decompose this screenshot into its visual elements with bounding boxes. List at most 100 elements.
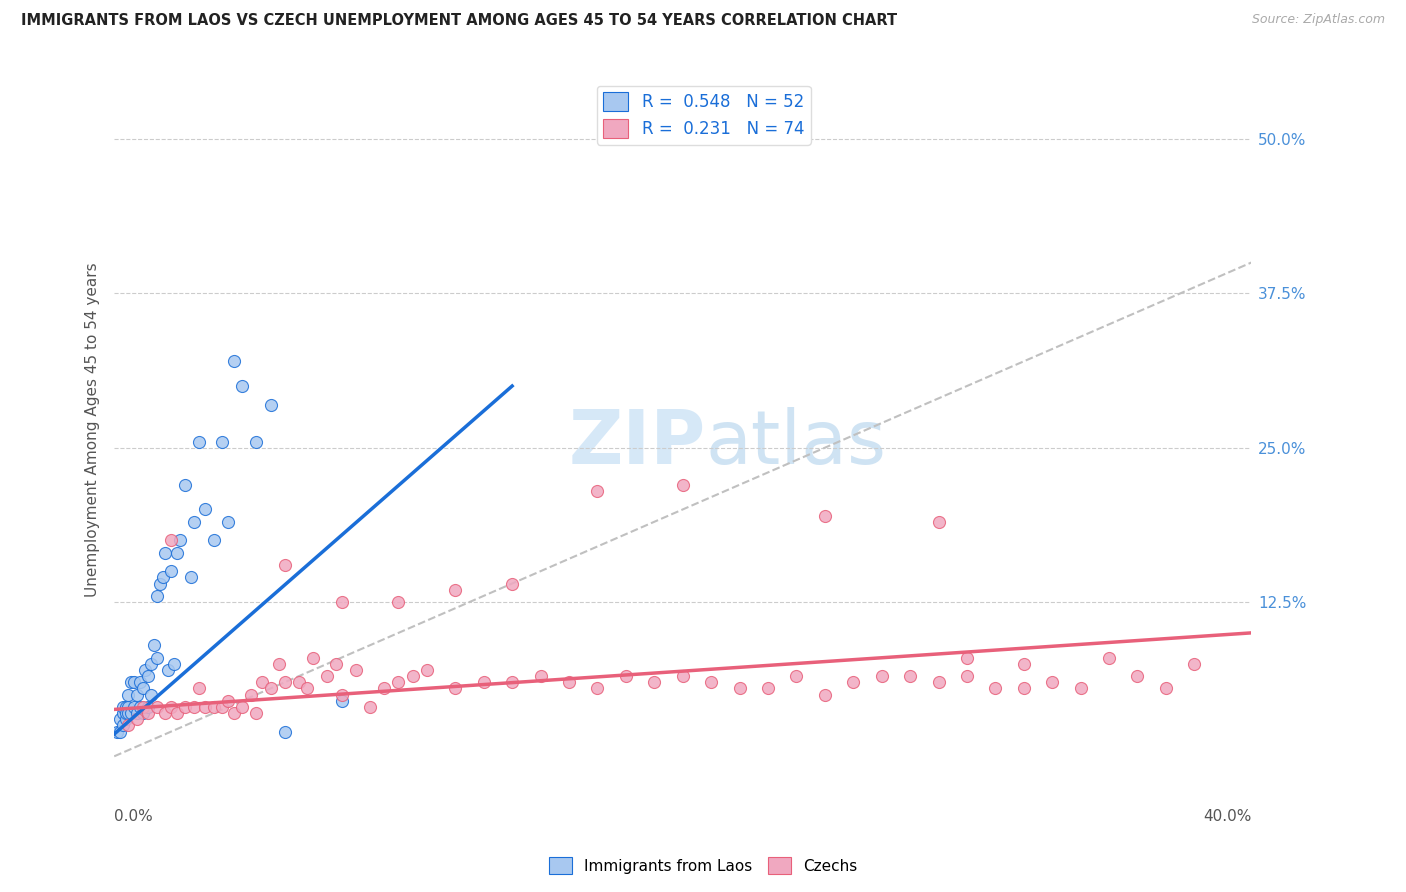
Point (288, 675, 311, 690)
Point (174, 700, 197, 714)
Point (444, 681, 467, 696)
Point (956, 669, 979, 683)
Point (1154, 681, 1177, 696)
Point (728, 681, 751, 696)
Point (108, 712, 131, 726)
Point (160, 533, 183, 548)
Point (325, 657, 347, 671)
Point (183, 700, 205, 714)
Point (387, 675, 409, 690)
Point (245, 706, 267, 720)
Point (672, 477, 695, 491)
Point (586, 483, 609, 498)
Point (194, 700, 217, 714)
Point (984, 681, 1007, 696)
Point (174, 477, 197, 491)
Point (928, 515, 950, 529)
Point (131, 681, 153, 696)
Point (114, 712, 136, 726)
Point (501, 675, 523, 690)
Point (166, 546, 188, 560)
Point (202, 533, 225, 548)
Point (898, 669, 921, 683)
Y-axis label: Unemployment Among Ages 45 to 54 years: Unemployment Among Ages 45 to 54 years (86, 262, 100, 597)
Point (529, 669, 551, 683)
Point (183, 515, 205, 529)
Point (231, 700, 253, 714)
Point (139, 657, 162, 671)
Point (297, 681, 319, 696)
Point (344, 663, 367, 677)
Point (700, 675, 723, 690)
Point (250, 675, 273, 690)
Point (114, 706, 136, 720)
Point (180, 570, 202, 584)
Point (152, 570, 174, 584)
Point (108, 724, 131, 739)
Point (259, 681, 281, 696)
Point (188, 434, 211, 449)
Point (239, 688, 262, 702)
Point (146, 650, 169, 665)
Point (146, 589, 169, 603)
Point (117, 688, 139, 702)
Point (211, 700, 233, 714)
Point (444, 582, 467, 597)
Point (558, 675, 581, 690)
Point (160, 700, 183, 714)
Point (131, 706, 153, 720)
Point (222, 706, 245, 720)
Point (131, 700, 153, 714)
Point (111, 718, 134, 732)
Point (163, 657, 186, 671)
Point (1012, 681, 1035, 696)
Point (169, 533, 191, 548)
Point (274, 675, 297, 690)
Point (316, 669, 339, 683)
Point (120, 706, 142, 720)
Point (155, 546, 177, 560)
Point (231, 379, 253, 393)
Point (136, 706, 159, 720)
Point (114, 700, 136, 714)
Point (194, 502, 217, 516)
Point (105, 724, 128, 739)
Point (785, 669, 807, 683)
Point (111, 700, 134, 714)
Point (117, 706, 139, 720)
Point (614, 669, 637, 683)
Point (1040, 675, 1063, 690)
Point (259, 398, 281, 412)
Point (128, 675, 150, 690)
Point (117, 700, 139, 714)
Point (155, 706, 177, 720)
Point (245, 434, 267, 449)
Point (157, 663, 180, 677)
Point (117, 718, 139, 732)
Point (125, 688, 148, 702)
Point (330, 595, 353, 609)
Point (122, 675, 145, 690)
Point (217, 515, 239, 529)
Point (756, 681, 779, 696)
Point (211, 434, 233, 449)
Point (387, 595, 409, 609)
Point (125, 712, 148, 726)
Point (373, 681, 395, 696)
Text: ZIP: ZIP (568, 407, 706, 480)
Point (586, 681, 609, 696)
Point (416, 663, 439, 677)
Point (401, 669, 423, 683)
Point (1012, 657, 1035, 671)
Point (274, 724, 297, 739)
Point (302, 650, 325, 665)
Point (120, 675, 142, 690)
Legend: R =  0.548   N = 52, R =  0.231   N = 74: R = 0.548 N = 52, R = 0.231 N = 74 (596, 86, 811, 145)
Point (267, 657, 290, 671)
Point (643, 675, 665, 690)
Point (149, 576, 172, 591)
Point (1126, 669, 1149, 683)
Point (136, 700, 159, 714)
Point (814, 688, 837, 702)
Point (143, 638, 166, 652)
